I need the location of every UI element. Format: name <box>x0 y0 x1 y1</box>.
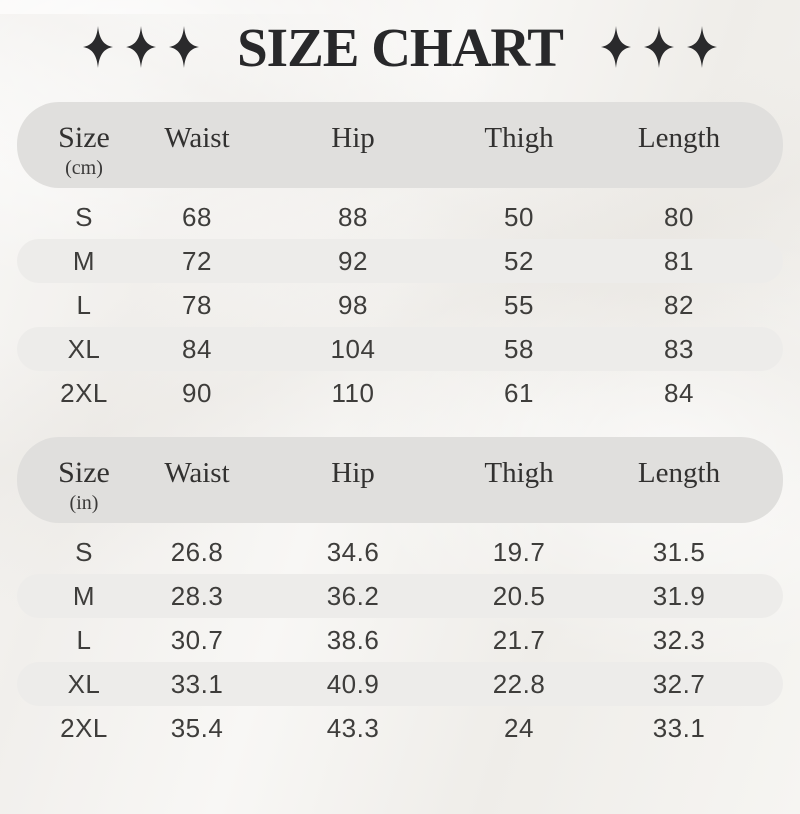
table-header-row: Size (cm) Waist Hip Thigh Length <box>17 102 783 188</box>
table-row-m: M 72 92 52 81 <box>17 239 783 283</box>
length-value-cell: 31.9 <box>652 580 706 611</box>
length-value-cell: 84 <box>664 377 694 408</box>
header: SIZE CHART <box>0 14 800 80</box>
sparkle-group-right <box>600 26 717 68</box>
size-cell: XL <box>67 668 101 699</box>
table-row-s: S 26.8 34.6 19.7 31.5 <box>17 530 783 574</box>
table-row-s: S 68 88 50 80 <box>17 195 783 239</box>
size-unit-label: (in) <box>69 492 99 514</box>
sparkle-icon <box>686 26 717 68</box>
hip-value-cell: 92 <box>338 245 368 276</box>
size-chart-page: SIZE CHART Size (cm) Waist Hip Thigh Length S 6… <box>0 14 800 750</box>
size-cell: S <box>75 536 93 567</box>
length-value-cell: 80 <box>664 201 694 232</box>
hip-value-cell: 104 <box>330 333 376 364</box>
length-value-cell: 32.7 <box>652 668 706 699</box>
size-cell: M <box>72 580 96 611</box>
hip-value-cell: 88 <box>338 201 368 232</box>
table-row-2xl: 2XL 35.4 43.3 24 33.1 <box>17 706 783 750</box>
size-header-label: Size <box>58 456 110 489</box>
size-cell: XL <box>67 333 101 364</box>
length-value-cell: 31.5 <box>652 536 706 567</box>
waist-value-cell: 28.3 <box>170 580 224 611</box>
size-cell: 2XL <box>60 377 108 408</box>
length-value-cell: 82 <box>664 289 694 320</box>
thigh-value-cell: 55 <box>504 289 534 320</box>
thigh-value-cell: 20.5 <box>492 580 546 611</box>
hip-value-cell: 36.2 <box>326 580 380 611</box>
column-header-size: Size (in) <box>17 457 151 523</box>
table-row-xl: XL 33.1 40.9 22.8 32.7 <box>17 662 783 706</box>
thigh-value-cell: 61 <box>504 377 534 408</box>
size-cell: L <box>76 289 92 320</box>
waist-value-cell: 35.4 <box>170 712 224 743</box>
column-header-thigh: Thigh <box>484 457 554 489</box>
column-header-waist: Waist <box>164 457 230 489</box>
table-body: S 26.8 34.6 19.7 31.5 M 28.3 36.2 20.5 31.9 L 30.7 3… <box>17 530 783 750</box>
size-table-in: Size (in) Waist Hip Thigh Length S 26.8 34.6 19.7… <box>17 437 783 750</box>
waist-value-cell: 33.1 <box>170 668 224 699</box>
column-header-waist: Waist <box>164 122 230 154</box>
column-header-hip: Hip <box>331 457 375 489</box>
waist-value-cell: 68 <box>182 201 212 232</box>
hip-value-cell: 43.3 <box>326 712 380 743</box>
hip-value-cell: 98 <box>338 289 368 320</box>
table-row-2xl: 2XL 90 110 61 84 <box>17 371 783 415</box>
hip-value-cell: 40.9 <box>326 668 380 699</box>
sparkle-icon <box>126 26 157 68</box>
sparkle-group-left <box>83 26 200 68</box>
table-row-xl: XL 84 104 58 83 <box>17 327 783 371</box>
table-row-l: L 78 98 55 82 <box>17 283 783 327</box>
thigh-value-cell: 52 <box>504 245 534 276</box>
column-header-size: Size (cm) <box>17 122 151 188</box>
sparkle-icon <box>169 26 200 68</box>
sparkle-icon <box>83 26 114 68</box>
column-header-length: Length <box>637 457 721 489</box>
size-cell: L <box>76 624 92 655</box>
waist-value-cell: 90 <box>182 377 212 408</box>
sparkle-icon <box>643 26 674 68</box>
length-value-cell: 33.1 <box>652 712 706 743</box>
size-cell: 2XL <box>60 712 108 743</box>
waist-value-cell: 26.8 <box>170 536 224 567</box>
table-row-l: L 30.7 38.6 21.7 32.3 <box>17 618 783 662</box>
waist-value-cell: 30.7 <box>170 624 224 655</box>
waist-value-cell: 84 <box>182 333 212 364</box>
table-row-m: M 28.3 36.2 20.5 31.9 <box>17 574 783 618</box>
length-value-cell: 32.3 <box>652 624 706 655</box>
table-header-row: Size (in) Waist Hip Thigh Length <box>17 437 783 523</box>
hip-value-cell: 34.6 <box>326 536 380 567</box>
size-header-label: Size <box>58 121 110 154</box>
thigh-value-cell: 24 <box>504 712 534 743</box>
thigh-value-cell: 58 <box>504 333 534 364</box>
hip-value-cell: 110 <box>331 377 375 408</box>
size-table-cm: Size (cm) Waist Hip Thigh Length S 68 88 50 80 M 72 9… <box>17 102 783 415</box>
size-cell: M <box>72 245 96 276</box>
hip-value-cell: 38.6 <box>326 624 380 655</box>
length-value-cell: 81 <box>664 245 694 276</box>
thigh-value-cell: 50 <box>504 201 534 232</box>
thigh-value-cell: 22.8 <box>492 668 546 699</box>
page-title: SIZE CHART <box>237 16 564 78</box>
size-cell: S <box>75 201 93 232</box>
column-header-thigh: Thigh <box>484 122 554 154</box>
waist-value-cell: 72 <box>182 245 212 276</box>
sparkle-icon <box>600 26 631 68</box>
table-body: S 68 88 50 80 M 72 92 52 81 L 78 98 55 82 XL 84 104 58 83 2X… <box>17 195 783 415</box>
length-value-cell: 83 <box>664 333 694 364</box>
thigh-value-cell: 19.7 <box>492 536 546 567</box>
waist-value-cell: 78 <box>182 289 212 320</box>
column-header-length: Length <box>637 122 721 154</box>
column-header-hip: Hip <box>331 122 375 154</box>
size-unit-label: (cm) <box>65 157 103 179</box>
thigh-value-cell: 21.7 <box>492 624 546 655</box>
